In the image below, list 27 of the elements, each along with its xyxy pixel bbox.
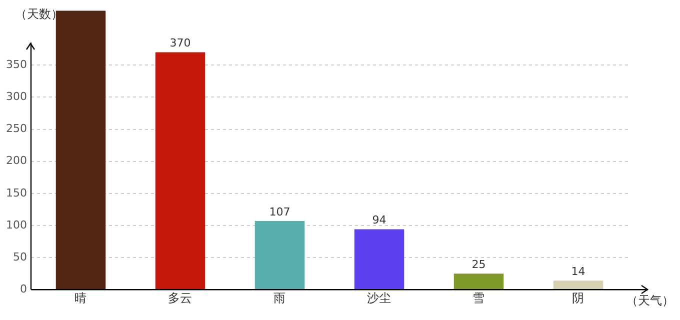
- x-axis-title: （天气）: [626, 294, 674, 308]
- bar: [553, 280, 604, 290]
- bar: [454, 274, 504, 290]
- bar: [56, 10, 106, 290]
- data-label: 370: [170, 36, 191, 50]
- y-tick-label: 0: [20, 282, 27, 296]
- y-tick-label: 250: [6, 122, 27, 136]
- bar: [354, 229, 404, 290]
- x-tick-label: 雨: [274, 290, 286, 305]
- y-tick-label: 200: [6, 154, 27, 168]
- data-label: 14: [571, 264, 586, 278]
- y-tick-label: 100: [6, 218, 27, 232]
- x-tick-label: 沙尘: [367, 290, 392, 305]
- data-label: 107: [269, 205, 290, 218]
- x-tick-label: 多云: [168, 290, 192, 305]
- x-tick-label: 晴: [74, 290, 87, 305]
- x-tick-label: 雪: [472, 290, 485, 305]
- data-label: 25: [472, 258, 486, 271]
- x-tick-label: 阴: [572, 290, 584, 305]
- bar: [254, 220, 305, 290]
- y-tick-label: 300: [6, 90, 27, 104]
- bar: [155, 52, 206, 290]
- y-tick-label: 50: [12, 250, 27, 264]
- data-label: 94: [372, 214, 386, 227]
- y-tick-label: 150: [6, 186, 27, 200]
- y-tick-label: 350: [6, 58, 27, 71]
- y-axis-title: （天数）: [14, 7, 63, 22]
